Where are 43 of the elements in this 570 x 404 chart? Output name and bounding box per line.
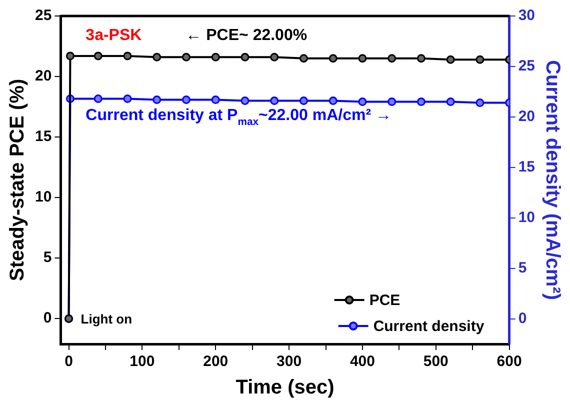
x-tick-label: 200 <box>203 353 228 370</box>
y2-tick-label: 5 <box>518 259 527 276</box>
y-axis-title: Steady-state PCE (%) <box>6 78 29 282</box>
x-tick-label: 300 <box>276 353 302 370</box>
point <box>446 55 455 64</box>
point <box>123 52 132 60</box>
point <box>94 52 102 60</box>
y-tick-label: 25 <box>34 7 52 24</box>
y2-axis-title: Current density (mA/cm²) <box>541 60 564 300</box>
x-tick-label: 400 <box>350 353 375 370</box>
point <box>388 54 396 63</box>
annotation: ← PCE~ 22.00% <box>186 27 308 44</box>
x-axis-title: Time (sec) <box>236 376 334 399</box>
y2-tick-label: 0 <box>518 310 527 327</box>
point <box>66 52 74 60</box>
y2-tick-label: 20 <box>518 108 536 126</box>
y2-tick-label: 10 <box>518 208 536 226</box>
x-tick-label: 0 <box>64 353 73 370</box>
point <box>182 52 190 62</box>
y2-tick-label: 25 <box>518 58 536 75</box>
point <box>211 52 220 62</box>
x-tick-label: 500 <box>423 353 448 370</box>
legend-label: Current density <box>373 318 485 335</box>
point <box>476 55 484 64</box>
point <box>299 54 308 63</box>
point <box>358 54 367 63</box>
legend-label: PCE <box>369 292 400 309</box>
y-tick-label: 10 <box>34 188 52 206</box>
y2-tick-label: 30 <box>518 7 536 24</box>
x-tick-label: 100 <box>130 353 155 370</box>
point <box>328 54 338 63</box>
annotation: 3a-PSK <box>86 27 142 44</box>
point <box>270 52 279 62</box>
point <box>152 52 162 62</box>
y2-tick-label: 15 <box>518 158 536 176</box>
y-tick-label: 0 <box>43 310 52 327</box>
point <box>416 54 426 63</box>
y-tick-label: 20 <box>34 68 52 85</box>
x-tick-label: 600 <box>496 353 522 370</box>
y-tick-label: 15 <box>34 128 52 146</box>
annotation: Light on <box>80 312 132 327</box>
y-tick-label: 5 <box>43 249 52 266</box>
point <box>240 52 250 62</box>
